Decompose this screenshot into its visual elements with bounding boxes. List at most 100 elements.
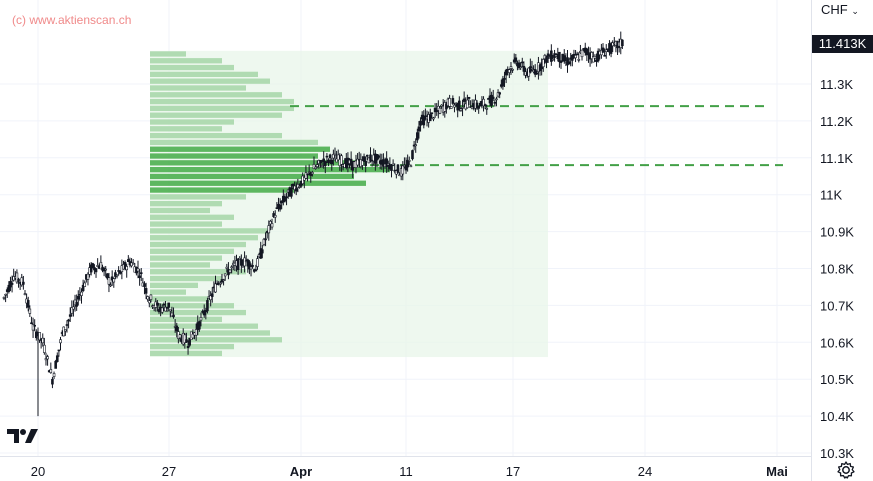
candle-up — [401, 165, 405, 175]
candle-down — [322, 158, 325, 162]
volume-profile-bar — [150, 132, 282, 139]
volume-profile-bar — [150, 282, 198, 288]
candle-up — [574, 55, 577, 59]
candle-up — [222, 279, 225, 281]
candle-up — [269, 221, 272, 225]
watermark-text: (c) www.aktienscan.ch — [12, 13, 132, 27]
candle-down — [621, 39, 624, 47]
volume-profile-bar — [150, 269, 246, 275]
x-tick-label: Mai — [766, 464, 788, 479]
candle-up — [164, 306, 167, 312]
candle-up — [178, 334, 182, 339]
candle-up — [604, 49, 608, 52]
candle-up — [230, 266, 233, 269]
candle-down — [365, 154, 369, 157]
candle-down — [451, 98, 455, 104]
candle-down — [385, 158, 388, 167]
candle-down — [390, 165, 393, 171]
candle-down — [26, 300, 30, 308]
candle-down — [34, 331, 38, 339]
volume-profile-bar — [150, 78, 270, 84]
volume-profile-bar — [150, 166, 390, 173]
candle-down — [186, 346, 190, 348]
volume-profile-bar — [150, 126, 222, 132]
candle-down — [272, 213, 275, 217]
volume-profile-bar — [150, 58, 222, 64]
candle-up — [315, 164, 319, 167]
volume-profile-bar — [150, 241, 246, 248]
candle-up — [296, 184, 300, 189]
candle-up — [482, 98, 485, 107]
candle-up — [52, 373, 56, 377]
candle-down — [501, 78, 505, 87]
candle-up — [508, 69, 511, 73]
candle-up — [146, 296, 149, 300]
candle-down — [504, 69, 508, 76]
candle-down — [567, 61, 571, 65]
candle-down — [91, 263, 95, 268]
candle-up — [183, 334, 187, 344]
candle-down — [411, 150, 414, 160]
x-tick-label: 24 — [638, 464, 652, 479]
candle-up — [199, 316, 203, 321]
candle-down — [417, 126, 421, 132]
candle-up — [38, 332, 41, 341]
candle-up — [194, 328, 198, 336]
currency-label: CHF — [821, 2, 848, 17]
gear-icon[interactable] — [836, 460, 856, 480]
candle-up — [409, 165, 413, 168]
candle-down — [261, 249, 264, 254]
y-tick-label: 10.7K — [820, 298, 854, 313]
candle-down — [550, 50, 553, 62]
candle-down — [422, 116, 426, 126]
candle-down — [327, 159, 330, 163]
candle-down — [596, 50, 600, 62]
tradingview-logo-icon[interactable] — [7, 428, 39, 444]
candle-down — [396, 164, 400, 173]
candle-up — [432, 117, 435, 120]
y-tick-label: 10.6K — [820, 335, 854, 350]
candle-up — [96, 265, 99, 267]
candle-down — [198, 321, 201, 330]
volume-profile-bar — [150, 255, 222, 261]
candle-up — [160, 307, 164, 313]
candle-up — [209, 295, 212, 301]
chevron-down-icon: ⌄ — [851, 6, 859, 16]
volume-profile-bar — [150, 201, 222, 207]
candle-up — [223, 273, 227, 277]
candle-down — [106, 273, 109, 279]
volume-profile-bar — [150, 337, 282, 343]
candle-down — [157, 309, 161, 313]
candle-down — [585, 48, 589, 56]
volume-profile-bar — [150, 173, 354, 180]
candle-up — [530, 67, 534, 70]
candle-up — [495, 98, 498, 101]
volume-profile-bar — [150, 262, 210, 268]
candle-down — [435, 110, 439, 112]
candle-up — [461, 107, 464, 109]
candle-down — [493, 102, 497, 104]
candle-down — [67, 319, 70, 322]
candle-down — [462, 98, 466, 102]
candle-up — [191, 333, 195, 339]
candle-up — [225, 266, 229, 269]
candle-down — [479, 102, 482, 107]
y-tick-label: 10.5K — [820, 372, 854, 387]
candle-down — [419, 120, 422, 126]
candle-down — [236, 258, 240, 270]
candle-down — [165, 306, 169, 309]
candle-down — [7, 284, 11, 292]
volume-profile-bar — [150, 71, 258, 78]
candle-up — [580, 49, 584, 58]
candle-up — [136, 268, 140, 272]
candle-down — [251, 265, 254, 267]
candle-down — [55, 355, 59, 362]
candle-down — [54, 360, 57, 369]
currency-selector[interactable]: CHF ⌄ — [821, 2, 859, 17]
candle-down — [406, 159, 409, 168]
candle-up — [149, 294, 153, 300]
volume-profile-bar — [150, 316, 222, 323]
candle-down — [428, 114, 432, 122]
y-tick-label: 11.2K — [820, 114, 853, 129]
